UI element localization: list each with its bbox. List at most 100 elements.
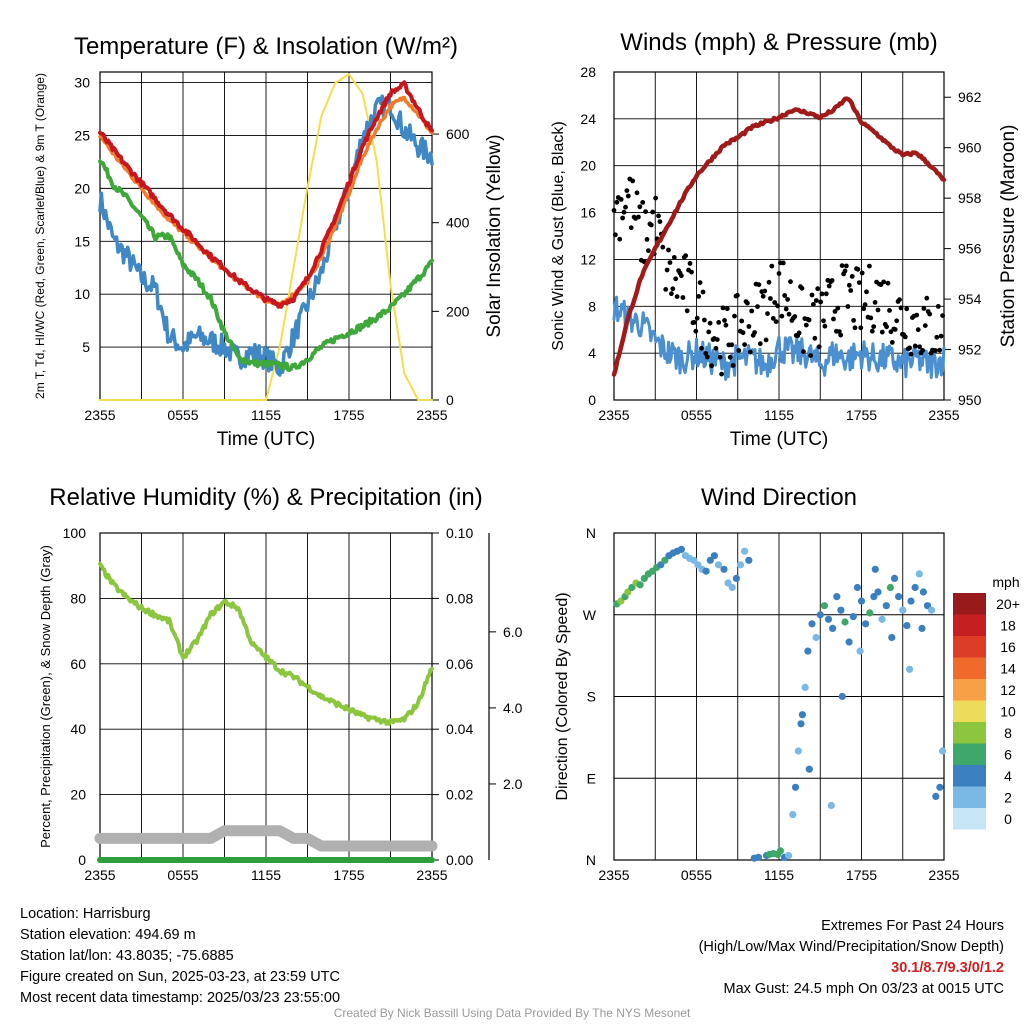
winds-gust-point bbox=[666, 247, 671, 253]
winds-y2-tick-label: 952 bbox=[958, 342, 982, 358]
extremes-subtitle: (High/Low/Max Wind/Precipitation/Snow De… bbox=[698, 939, 1004, 955]
humidity-x-tick-label: 2355 bbox=[84, 867, 115, 883]
winds-gust-point bbox=[620, 215, 625, 221]
temperature-series-wc bbox=[98, 159, 434, 372]
direction-point bbox=[827, 801, 835, 810]
winds-y2-tick-label: 962 bbox=[958, 89, 982, 105]
winds-gust-point bbox=[871, 324, 877, 329]
winds-gust-point bbox=[643, 209, 648, 215]
direction-point bbox=[804, 647, 812, 655]
direction-point bbox=[928, 606, 936, 614]
winds-gust-point bbox=[823, 291, 829, 297]
winds-gust-point bbox=[832, 309, 838, 314]
winds-gust-point bbox=[907, 345, 912, 351]
humidity-y-tick-label: 60 bbox=[70, 656, 86, 672]
winds-gust-point bbox=[699, 345, 704, 351]
temperature-series-td bbox=[98, 93, 434, 377]
direction-point bbox=[936, 783, 944, 791]
winds-gust-point bbox=[776, 271, 782, 276]
direction-legend-swatch bbox=[953, 808, 986, 830]
direction-legend-swatch bbox=[953, 636, 986, 658]
direction-legend-label: 18 bbox=[1000, 617, 1016, 633]
direction-legend-swatch bbox=[953, 743, 986, 765]
winds-gust-point bbox=[716, 320, 722, 325]
winds-gust-point bbox=[736, 348, 742, 353]
winds-gust-point bbox=[902, 334, 908, 340]
direction-ylabel: Direction (Colored By Speed) bbox=[554, 592, 571, 800]
winds-gust-point bbox=[862, 302, 868, 308]
temperature-title: Temperature (F) & Insolation (W/m²) bbox=[74, 33, 458, 60]
winds-ylabel: Sonic Wind & Gust (Blue, Black) bbox=[550, 121, 567, 350]
winds-gust-point bbox=[766, 279, 772, 285]
winds-gust-point bbox=[940, 313, 945, 318]
winds-gust-point bbox=[796, 330, 802, 336]
winds-gust-point bbox=[684, 308, 690, 314]
direction-point bbox=[636, 581, 644, 589]
humidity-x-tick-label: 1155 bbox=[251, 867, 281, 883]
direction-point bbox=[899, 606, 907, 614]
winds-gust-point bbox=[673, 276, 679, 282]
winds-gust-point bbox=[691, 320, 697, 325]
winds-gust-point bbox=[884, 324, 889, 330]
direction-point bbox=[724, 579, 732, 587]
winds-gust-point bbox=[785, 297, 790, 302]
winds-gust-point bbox=[646, 248, 651, 254]
direction-point bbox=[789, 811, 797, 819]
winds-gust-point bbox=[921, 306, 927, 311]
humidity-y3-tick-label: 4.0 bbox=[503, 700, 523, 716]
chart-temperature: 2355 0555 1155 1755 2355 Temperature (F) & In… bbox=[33, 33, 505, 450]
winds-gust-point bbox=[859, 270, 865, 276]
winds-gust-point bbox=[650, 209, 656, 215]
winds-gust-point bbox=[801, 349, 806, 354]
winds-gust-point bbox=[720, 305, 726, 311]
direction-point bbox=[890, 574, 899, 583]
humidity-y-tick-label: 80 bbox=[70, 590, 86, 606]
direction-title: Wind Direction bbox=[701, 484, 857, 511]
humidity-y2-tick-label: 0.02 bbox=[446, 787, 473, 803]
winds-gust-point bbox=[714, 337, 720, 342]
winds-gust-point bbox=[924, 295, 930, 301]
winds-gust-point bbox=[788, 279, 793, 285]
winds-gust-point bbox=[693, 328, 699, 334]
direction-point bbox=[720, 565, 728, 573]
direction-point bbox=[824, 615, 833, 623]
winds-gust-point bbox=[846, 282, 852, 288]
winds-gust-point bbox=[835, 305, 841, 311]
direction-legend-swatch bbox=[953, 614, 986, 636]
winds-gust-point bbox=[867, 263, 872, 269]
winds-gust-point bbox=[680, 295, 686, 300]
winds-gust-point bbox=[844, 263, 849, 269]
winds-gust-point bbox=[868, 315, 874, 321]
winds-gust-point bbox=[934, 334, 940, 340]
temperature-x-tick-label: 2355 bbox=[84, 407, 115, 423]
winds-gust-point bbox=[861, 306, 867, 312]
direction-legend-label: 16 bbox=[1000, 639, 1016, 655]
winds-gust-point bbox=[872, 300, 878, 305]
figure-created: Figure created on Sun, 2025-03-23, at 23… bbox=[20, 969, 340, 985]
winds-gust-point bbox=[780, 260, 786, 266]
temperature-y-tick-label: 30 bbox=[74, 75, 90, 91]
direction-legend-swatch bbox=[953, 593, 986, 615]
direction-point bbox=[895, 593, 903, 601]
humidity-y2-tick-label: 0.04 bbox=[446, 721, 473, 737]
winds-gust-point bbox=[904, 306, 910, 312]
winds-gust-point bbox=[806, 317, 812, 323]
direction-point bbox=[918, 624, 926, 633]
winds-gust-point bbox=[851, 318, 856, 323]
winds-gust-point bbox=[683, 253, 689, 259]
humidity-series-rh bbox=[98, 561, 434, 726]
direction-point bbox=[745, 556, 753, 564]
direction-y-tick-label: E bbox=[587, 770, 596, 786]
winds-gust-point bbox=[756, 282, 762, 288]
max-gust: Max Gust: 24.5 mph On 03/23 at 0015 UTC bbox=[723, 981, 1004, 997]
winds-gust-point bbox=[927, 311, 933, 317]
humidity-ylabel: Percent, Precipitation (Green), & Snow D… bbox=[38, 545, 53, 848]
winds-gust-point bbox=[640, 200, 646, 205]
direction-point bbox=[661, 556, 669, 564]
direction-point bbox=[903, 622, 911, 630]
winds-gust-point bbox=[920, 348, 925, 353]
direction-legend-label: 4 bbox=[1004, 768, 1012, 784]
winds-gust-point bbox=[634, 190, 640, 196]
winds-gust-point bbox=[656, 213, 661, 219]
station-elevation: Station elevation: 494.69 m bbox=[20, 927, 196, 943]
